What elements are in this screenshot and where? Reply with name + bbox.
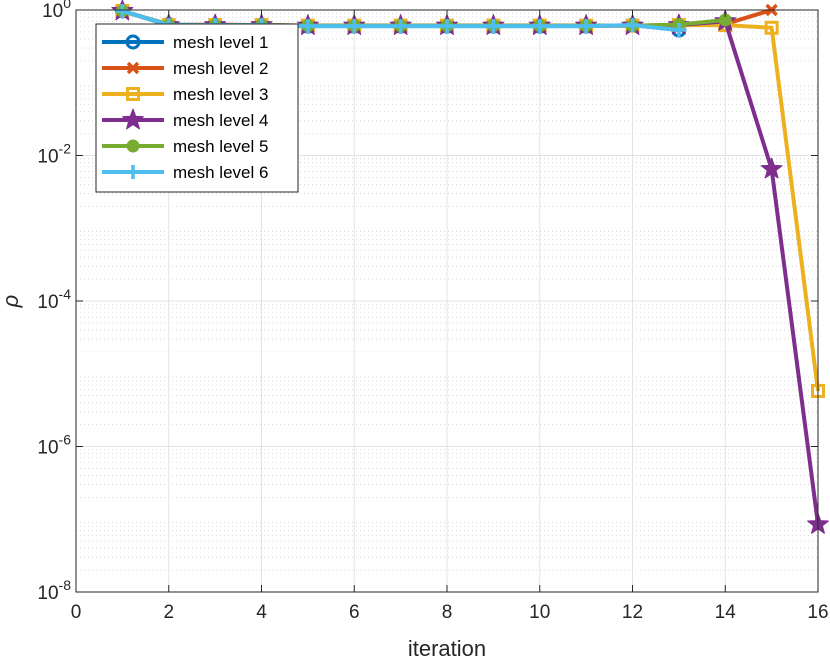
data-point: [347, 19, 362, 34]
data-point: [579, 19, 594, 34]
legend-swatch-marker: [126, 87, 140, 101]
x-axis-title: iteration: [408, 636, 486, 660]
y-tick-label: 100: [42, 0, 71, 22]
x-tick-label: 12: [622, 602, 643, 623]
y-axis-title: ρ: [0, 295, 23, 309]
data-point: [115, 3, 130, 18]
legend-swatch-marker: [126, 165, 140, 179]
data-point: [760, 157, 783, 179]
x-axis-tick-labels: 0 2 4 6 8 10 12 14 16: [71, 602, 829, 623]
legend-swatch-marker: [125, 34, 141, 50]
x-tick-label: 6: [349, 602, 360, 623]
legend-item: mesh level 6: [102, 163, 268, 182]
x-tick-label: 16: [807, 602, 828, 623]
x-tick-label: 14: [715, 602, 737, 623]
x-tick-label: 2: [163, 602, 174, 623]
x-tick-label: 8: [442, 602, 453, 623]
data-point: [393, 19, 408, 34]
legend-item: mesh level 3: [102, 85, 268, 104]
data-point: [625, 18, 640, 33]
y-tick-label: 10-8: [37, 577, 71, 604]
legend-label: mesh level 6: [173, 163, 268, 182]
legend-swatch-marker: [122, 108, 144, 130]
data-point: [532, 19, 547, 34]
axis-ticks: [75, 9, 819, 593]
data-point: [671, 23, 686, 38]
legend-label: mesh level 5: [173, 137, 268, 156]
legend-box: [95, 23, 299, 193]
legend: mesh level 1 mesh level 2 mesh level 3 mesh…: [95, 23, 299, 193]
x-tick-label: 10: [529, 602, 550, 623]
x-tick-label: 4: [256, 602, 267, 623]
data-point: [486, 19, 501, 34]
legend-item: mesh level 4: [102, 108, 268, 130]
data-point: [440, 19, 454, 34]
y-tick-label: 10-2: [37, 141, 71, 168]
legend-item: mesh level 5: [102, 137, 268, 156]
legend-item: mesh level 1: [102, 33, 268, 52]
x-tick-label: 0: [71, 602, 82, 623]
legend-item: mesh level 2: [102, 59, 268, 78]
legend-label: mesh level 2: [173, 59, 268, 78]
data-point: [764, 20, 779, 35]
data-point: [300, 19, 315, 34]
legend-label: mesh level 4: [173, 111, 268, 130]
y-tick-label: 10-6: [37, 432, 71, 459]
legend-label: mesh level 3: [173, 85, 268, 104]
y-axis-tick-labels: 10-8 10-6 10-4 10-2 100: [37, 0, 71, 604]
y-tick-label: 10-4: [37, 286, 71, 313]
legend-label: mesh level 1: [173, 33, 268, 52]
legend-swatch-marker: [126, 139, 140, 153]
legend-swatch-marker: [126, 61, 140, 75]
